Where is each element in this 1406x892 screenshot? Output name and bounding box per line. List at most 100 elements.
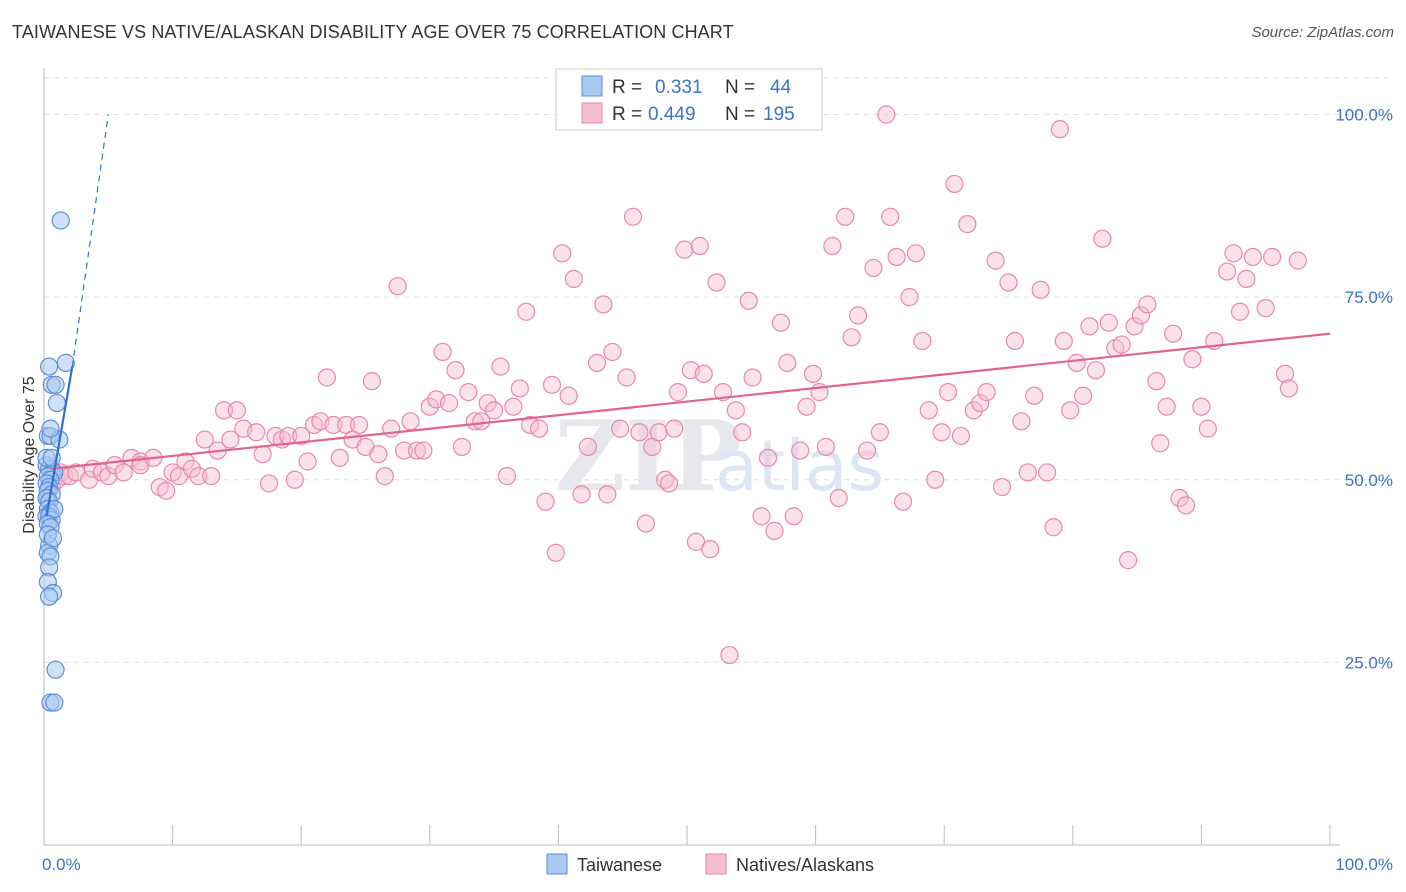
natives-point — [1230, 302, 1250, 321]
natives-point — [530, 419, 549, 438]
natives-point — [743, 368, 762, 387]
natives-point — [900, 288, 919, 307]
natives-point — [636, 514, 655, 533]
natives-point — [298, 452, 317, 471]
natives-point — [1050, 120, 1070, 139]
natives-point — [668, 383, 688, 402]
chart-title: TAIWANESE VS NATIVE/ALASKAN DISABILITY A… — [12, 22, 734, 42]
natives-point — [765, 521, 784, 540]
natives-point — [617, 368, 636, 387]
natives-point — [1086, 361, 1106, 380]
natives-point — [189, 467, 208, 486]
natives-point — [694, 364, 713, 383]
natives-point — [1198, 419, 1217, 438]
bottom-legend-swatch-taiwanese — [546, 853, 568, 875]
natives-point — [259, 474, 279, 493]
natives-point — [362, 372, 382, 391]
natives-point — [1037, 463, 1057, 482]
natives-point — [659, 474, 679, 493]
natives-point — [1118, 551, 1138, 570]
natives-point — [791, 441, 810, 460]
natives-point — [1164, 324, 1183, 343]
natives-point — [1275, 364, 1295, 383]
natives-point — [214, 401, 234, 420]
natives-point — [1256, 299, 1275, 318]
natives-point — [675, 240, 694, 259]
natives-point — [459, 383, 478, 402]
natives-point — [986, 251, 1005, 270]
taiwanese-point — [43, 529, 63, 548]
natives-point — [690, 236, 709, 256]
natives-point — [292, 426, 311, 446]
natives-point — [992, 477, 1012, 497]
watermark-atlas: atlas — [715, 425, 884, 507]
natives-point — [836, 207, 855, 226]
natives-point — [1237, 269, 1256, 288]
natives-point — [1131, 306, 1151, 325]
natives-point — [1054, 331, 1073, 351]
source-label: Source: ZipAtlas.com — [1251, 24, 1394, 41]
natives-point — [587, 353, 607, 372]
natives-point — [1080, 317, 1099, 336]
natives-point — [1044, 518, 1063, 537]
natives-point — [1073, 386, 1093, 405]
natives-point — [536, 492, 555, 511]
legend-swatch-natives — [581, 102, 603, 124]
natives-point — [227, 401, 246, 420]
natives-point — [564, 269, 583, 288]
legend-r-label-2: R = — [612, 104, 642, 125]
natives-point — [491, 357, 510, 376]
x-tick-labels: 0.0% 100.0% — [42, 855, 1393, 874]
natives-point — [1183, 350, 1202, 369]
natives-point — [401, 412, 420, 431]
taiwanese-point — [46, 375, 65, 394]
natives-point — [176, 452, 195, 471]
bottom-legend-swatch-natives — [705, 853, 727, 875]
natives-point — [253, 445, 272, 464]
natives-point — [598, 485, 617, 504]
natives-point — [797, 397, 816, 416]
natives-point — [578, 437, 598, 456]
natives-point — [720, 645, 739, 665]
natives-point — [848, 306, 868, 325]
natives-point — [1067, 353, 1086, 372]
legend-box: R = 0.331 N = 44 R = 0.449 N = 195 — [555, 68, 823, 131]
taiwanese-point — [46, 660, 65, 679]
natives-point — [1176, 496, 1196, 515]
watermark-zip: ZIP — [555, 400, 742, 513]
natives-point — [182, 459, 201, 478]
natives-point — [630, 423, 649, 442]
legend-r-value-2: 0.449 — [648, 104, 696, 125]
bottom-legend-natives: Natives/Alaskans — [736, 855, 874, 875]
natives-point — [1157, 397, 1176, 416]
natives-point — [349, 415, 369, 435]
natives-point — [420, 397, 439, 416]
natives-point — [1112, 335, 1131, 354]
natives-point — [382, 419, 401, 438]
natives-point — [594, 295, 613, 314]
y-tick-label: 100.0% — [1335, 106, 1393, 125]
natives-point — [1138, 295, 1157, 314]
natives-point — [913, 331, 932, 351]
taiwanese-point — [47, 393, 66, 413]
natives-point — [870, 423, 890, 442]
natives-point — [906, 244, 926, 263]
y-tick-label: 25.0% — [1345, 653, 1393, 672]
taiwanese-point — [45, 499, 64, 519]
natives-point — [999, 273, 1018, 292]
natives-point — [542, 375, 562, 394]
natives-point — [1005, 331, 1025, 351]
natives-point — [478, 393, 497, 413]
natives-point — [195, 430, 214, 449]
natives-point — [1125, 317, 1144, 336]
natives-point — [559, 386, 578, 405]
legend-swatch-taiwanese — [581, 75, 603, 97]
natives-point — [893, 492, 913, 511]
natives-point — [433, 342, 452, 362]
natives-point — [202, 467, 221, 486]
taiwanese-trend-line — [45, 366, 74, 517]
natives-point — [926, 470, 945, 489]
natives-point — [221, 430, 240, 449]
natives-point — [446, 361, 465, 380]
natives-point — [958, 214, 977, 234]
